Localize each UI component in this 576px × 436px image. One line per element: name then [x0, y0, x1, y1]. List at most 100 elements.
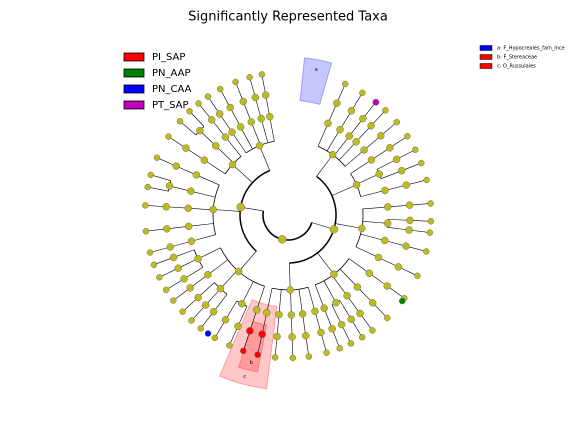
node [381, 186, 389, 195]
node [216, 285, 225, 293]
legend-swatch [123, 100, 145, 110]
node [311, 307, 319, 315]
clade-swatch [479, 45, 493, 51]
node [226, 342, 233, 349]
node [288, 333, 296, 341]
node [221, 133, 230, 141]
clade-legend: a: F_Hypocreales_fam_Ince b: F_Stereaceae… [479, 45, 565, 70]
node [353, 283, 362, 291]
branch [317, 123, 329, 147]
node [254, 351, 261, 358]
node [180, 275, 188, 283]
node [343, 292, 351, 300]
node [247, 118, 256, 126]
branch [266, 288, 273, 313]
node [194, 293, 202, 302]
node [405, 201, 414, 209]
branch [333, 135, 350, 156]
node [336, 345, 343, 352]
node [146, 249, 154, 256]
node [342, 80, 349, 88]
node [332, 299, 340, 307]
branch [240, 126, 253, 150]
clade-label: a: F_Hypocreales_fam_Ince [497, 46, 565, 52]
branch [326, 129, 341, 152]
legend-swatch [123, 84, 145, 94]
node [323, 349, 330, 356]
branch [314, 284, 325, 309]
node [263, 309, 271, 317]
node [221, 316, 230, 324]
node [287, 311, 296, 319]
node [386, 144, 394, 152]
branch [335, 223, 362, 229]
node [330, 270, 338, 278]
node [302, 332, 310, 340]
node [426, 229, 434, 236]
legend-label: PT_SAP [152, 100, 189, 111]
node [298, 310, 307, 318]
node [368, 299, 377, 307]
node [347, 340, 355, 347]
node [246, 327, 254, 335]
node [427, 200, 434, 207]
branch [259, 145, 271, 171]
branch [348, 258, 370, 274]
branch [215, 145, 235, 164]
branch [225, 136, 242, 157]
node [336, 125, 344, 134]
node [328, 325, 336, 333]
clade-swatch [479, 54, 493, 60]
node [277, 235, 287, 244]
node [253, 306, 261, 314]
node [182, 144, 190, 152]
node [147, 171, 154, 179]
node [402, 242, 410, 250]
branch [241, 281, 254, 304]
node [165, 133, 172, 140]
node [197, 325, 204, 332]
node [333, 99, 341, 107]
node [209, 205, 217, 214]
branch [362, 220, 388, 224]
node [192, 171, 201, 179]
node [255, 141, 264, 150]
node [374, 253, 383, 262]
clade-label: c: O_Russulales [497, 64, 536, 70]
node [412, 146, 419, 153]
node [337, 320, 346, 329]
branch [278, 289, 282, 315]
node [365, 269, 374, 277]
node [273, 332, 281, 341]
node [246, 74, 253, 81]
node [186, 108, 193, 115]
branch [355, 246, 379, 258]
node [375, 170, 383, 178]
node [236, 123, 245, 131]
branch [332, 275, 348, 296]
branch [213, 209, 241, 212]
node [383, 219, 392, 228]
node [399, 297, 406, 305]
node [150, 261, 158, 268]
node [204, 93, 212, 100]
branch [220, 270, 238, 289]
node [423, 248, 430, 255]
branch [290, 289, 292, 315]
branch [260, 118, 269, 143]
branch [298, 289, 303, 314]
arc [262, 210, 313, 241]
branch [232, 164, 253, 183]
node [234, 267, 243, 276]
title: Significantly Represented Taxa [188, 10, 388, 25]
node [359, 114, 367, 123]
branch [360, 190, 386, 197]
clade-swatch [479, 63, 493, 69]
branch [362, 206, 388, 210]
branch [150, 174, 171, 182]
node [186, 284, 194, 292]
node [163, 225, 171, 233]
legend-swatch [123, 52, 145, 62]
node [162, 286, 170, 294]
